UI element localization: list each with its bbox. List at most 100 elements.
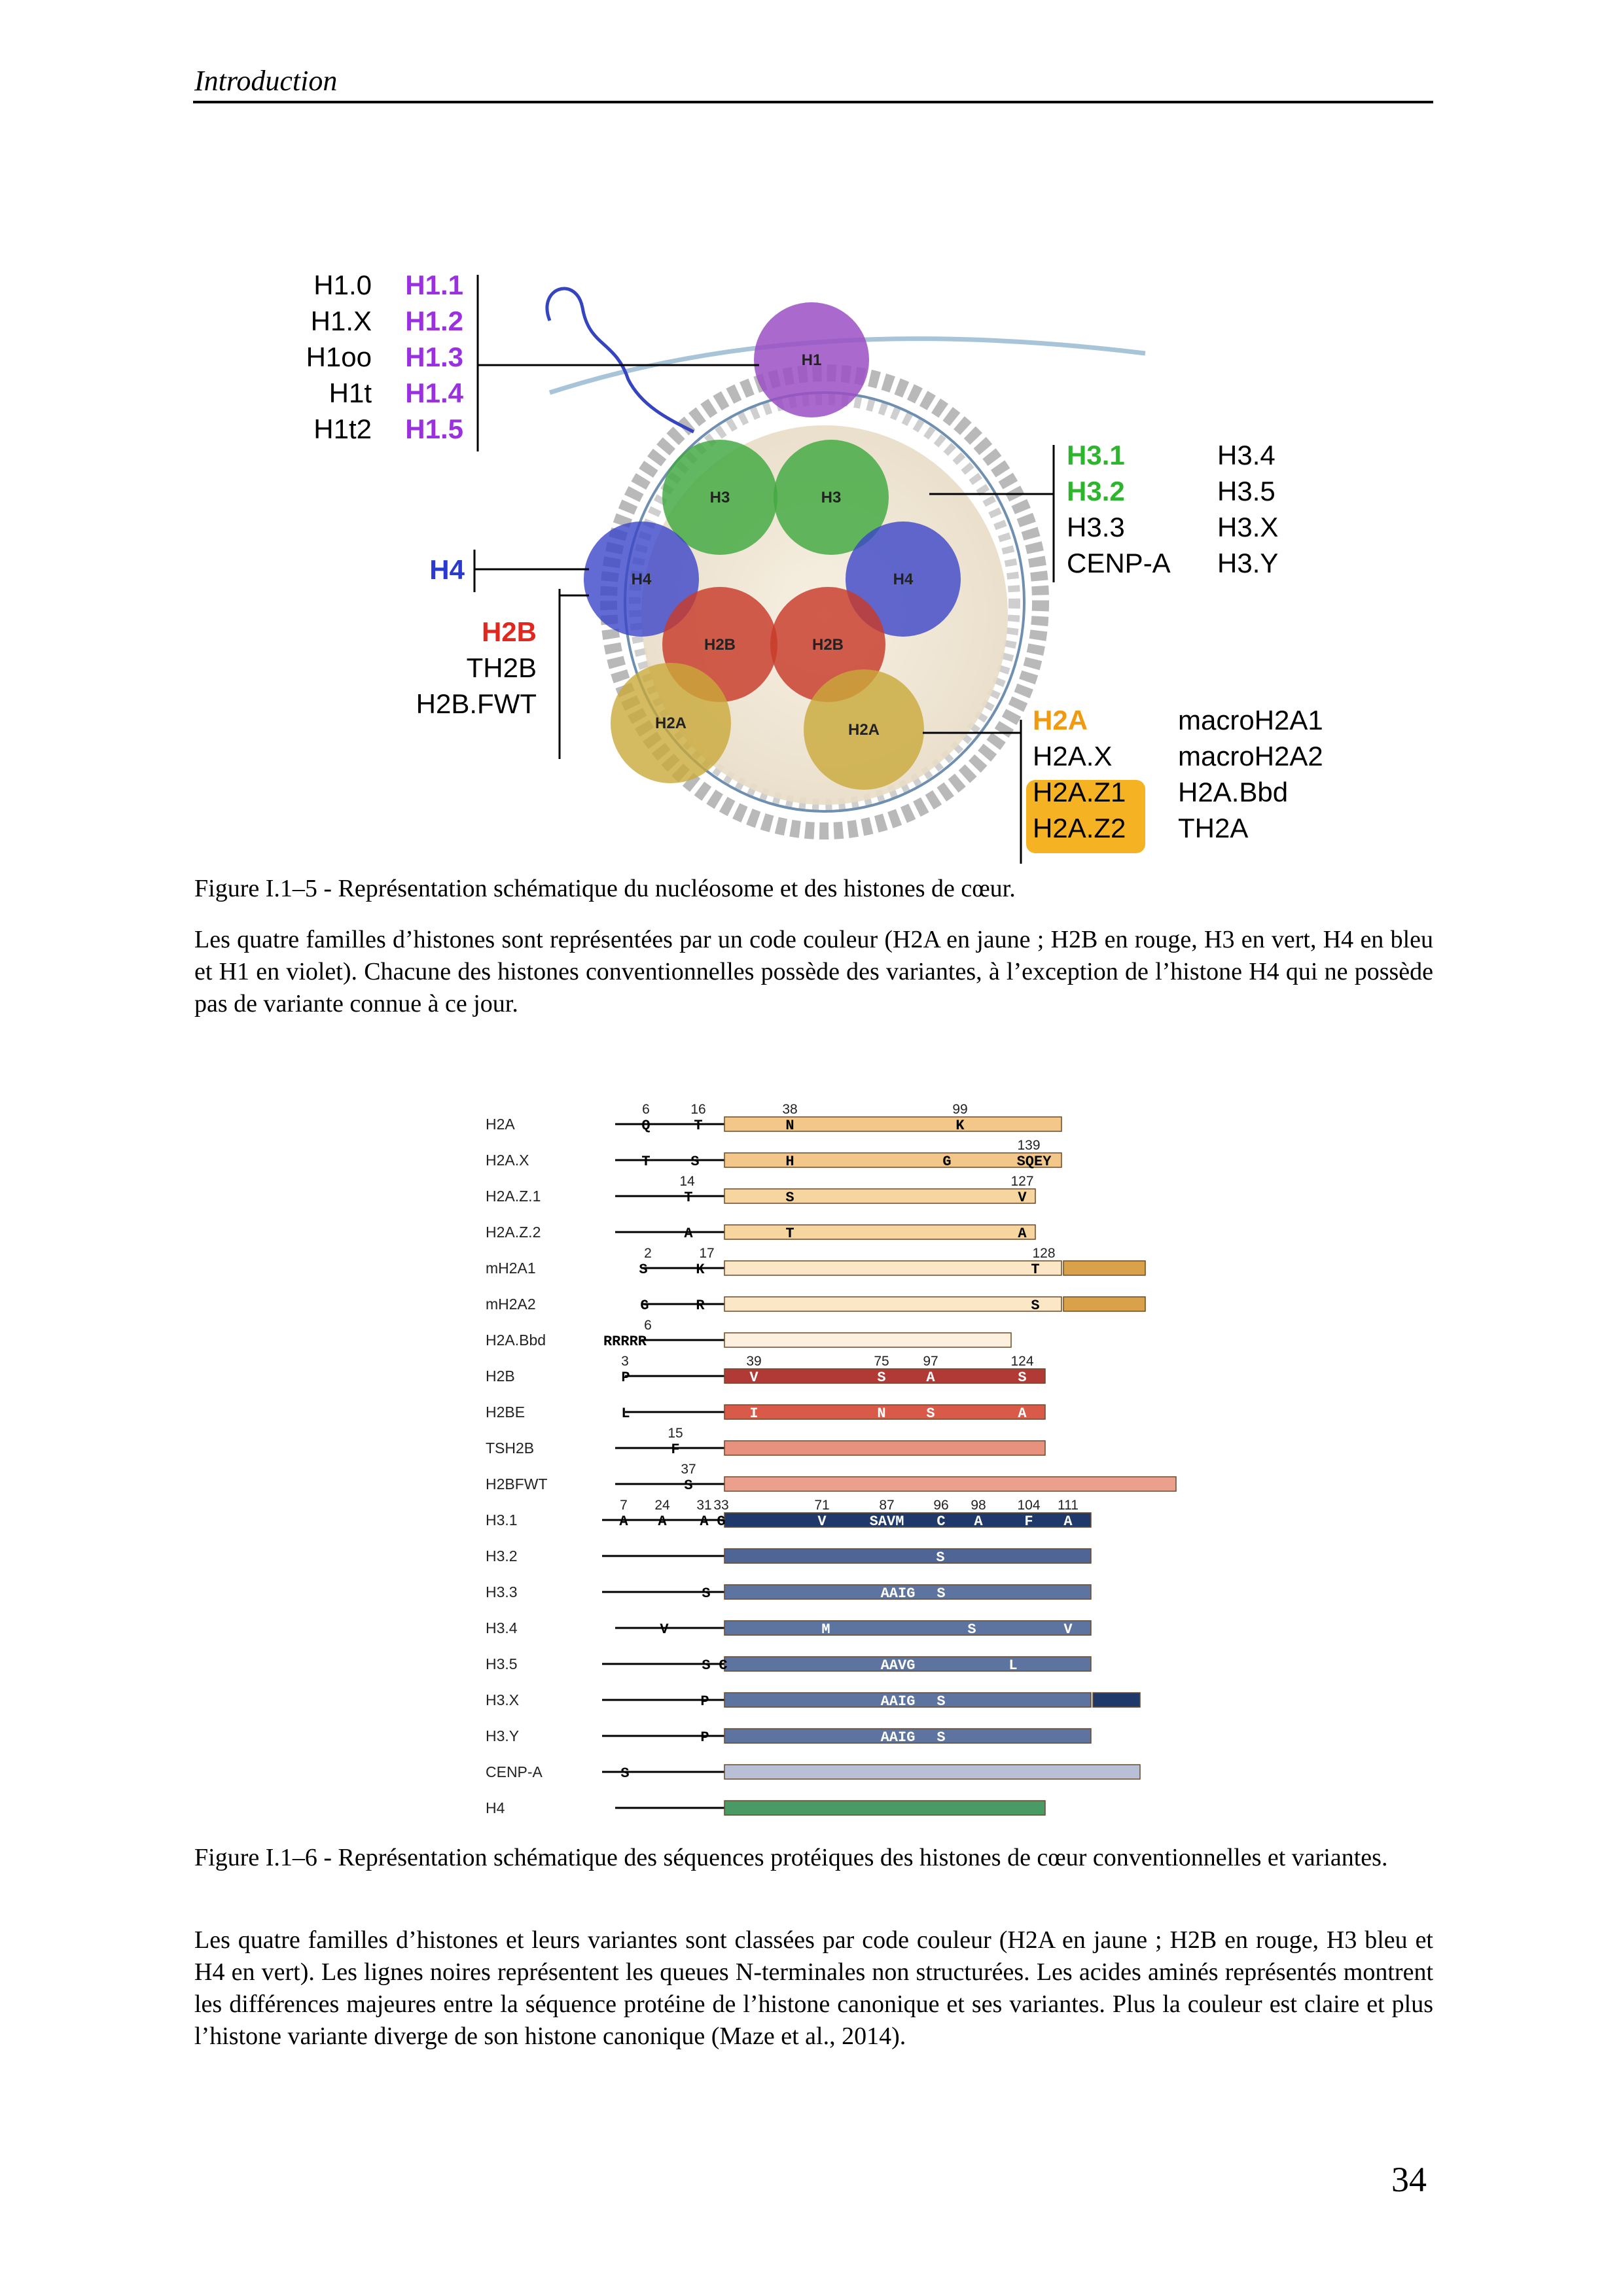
residue-h2a-1: T <box>694 1118 702 1134</box>
h1-variant-t: H1t <box>329 378 372 408</box>
residue-h2b-4: S <box>1018 1369 1026 1386</box>
extra-domain-mh2a1 <box>1063 1260 1146 1276</box>
pos-h2a-16: 16 <box>690 1102 705 1117</box>
residue-h3-5-1: C <box>719 1657 727 1674</box>
residue-h3-5-3: L <box>1008 1657 1017 1674</box>
h2a-variant-macro2: macroH2A2 <box>1178 741 1323 771</box>
residue-h3-1-2: A <box>700 1513 709 1530</box>
residue-h2b-0: P <box>621 1369 630 1386</box>
h2a-sphere-left <box>611 663 731 783</box>
residue-h2be-1: I <box>749 1405 758 1422</box>
residue-h2a-x-1: S <box>690 1154 699 1170</box>
h3-variant-4: H3.4 <box>1217 440 1275 470</box>
row-label-h3-4: H3.4 <box>486 1619 518 1636</box>
residue-h3-3-2: S <box>936 1585 945 1602</box>
h2a-label: H2A <box>1033 705 1088 735</box>
row-label-h2bfwt: H2BFWT <box>486 1475 548 1492</box>
h2a-sphere-right-label: H2A <box>848 721 880 739</box>
h3-variant-y: H3.Y <box>1217 548 1278 578</box>
nucleosome-figure: H1 H3 H3 H4 H4 H2B H2B H2A H2A H1.0 H1.X… <box>306 270 1323 864</box>
pos-h31-96: 96 <box>933 1498 948 1513</box>
residue-h2a-2: N <box>785 1118 794 1134</box>
residue-h3-x-1: AAIG <box>881 1693 916 1710</box>
core-bar-h3-x <box>724 1692 1092 1708</box>
residue-h3-4-3: V <box>1063 1621 1073 1638</box>
residue-h2a-x-2: H <box>785 1154 794 1170</box>
residue-h3-4-1: M <box>821 1621 830 1638</box>
pos-h31-24: 24 <box>654 1498 670 1513</box>
residue-h2be-0: L <box>621 1405 630 1422</box>
pos-h31-7: 7 <box>620 1498 628 1513</box>
pos-h31-31: 31 <box>696 1498 711 1513</box>
h4-sphere-right <box>846 521 961 637</box>
h1-tail <box>545 287 695 434</box>
sequence-figure: H2A Q T N K H2A.X T S H G SQEY H2A.Z.1 T S V H2A.Z.2 A T A… <box>486 1102 1177 1816</box>
residue-h3-1-4: V <box>817 1513 827 1530</box>
residue-h3-1-1: A <box>658 1513 667 1530</box>
residue-h2a-z-2-0: A <box>684 1226 693 1242</box>
residue-h2b-1: V <box>749 1369 758 1386</box>
core-bar-h2a-bbd <box>724 1332 1012 1348</box>
h2a-sphere-left-label: H2A <box>655 715 687 732</box>
residue-h2a-x-3: G <box>942 1154 951 1170</box>
row-label-h3-y: H3.Y <box>486 1727 519 1744</box>
h4-sphere-left <box>584 521 699 637</box>
pos-h2b-39: 39 <box>746 1354 761 1369</box>
h3-sphere-left <box>662 440 777 555</box>
residue-h3-1-9: A <box>1063 1513 1073 1530</box>
h2a-sphere-right <box>804 669 924 790</box>
h1-variant-1: H1.1 <box>405 270 463 300</box>
core-bar-h2be <box>724 1404 1046 1420</box>
residue-h2a-z-2-1: T <box>785 1226 794 1242</box>
pos-h2ax-139: 139 <box>1017 1138 1040 1153</box>
h2b-sphere-left-label: H2B <box>704 636 736 654</box>
pos-h31-33: 33 <box>713 1498 728 1513</box>
residue-h2a-bbd-0: RRRRR <box>603 1333 647 1350</box>
residue-h2a-x-0: T <box>641 1154 650 1170</box>
residue-h2be-4: A <box>1018 1405 1027 1422</box>
core-bar-h3-1 <box>724 1512 1092 1528</box>
pos-h31-87: 87 <box>879 1498 894 1513</box>
residue-h3-4-0: V <box>660 1621 669 1638</box>
core-bar-h2a-x <box>724 1152 1062 1168</box>
residue-h3-x-2: S <box>936 1693 945 1710</box>
residue-h3-3-0: S <box>702 1585 710 1602</box>
residue-mh2a2-0: G <box>640 1298 649 1314</box>
row-label-mh2a2: mH2A2 <box>486 1296 536 1313</box>
h1-variant-2: H1.2 <box>405 306 463 336</box>
pos-h2a-6: 6 <box>642 1102 650 1117</box>
row-label-h2be: H2BE <box>486 1404 525 1421</box>
row-label-h3-x: H3.X <box>486 1691 519 1708</box>
h2a-variant-z1: H2A.Z1 <box>1033 777 1126 807</box>
h1-sphere-label: H1 <box>802 351 822 369</box>
h3-variant-x: H3.X <box>1217 512 1278 542</box>
pos-h2b-124: 124 <box>1010 1354 1033 1369</box>
core-bar-h3-y <box>724 1728 1092 1744</box>
h2az-highlight <box>1026 780 1145 853</box>
pos-tsh2b-15: 15 <box>668 1426 683 1441</box>
h1-variant-0: H1.0 <box>313 270 372 300</box>
pos-h2b-3: 3 <box>621 1354 629 1369</box>
pos-h2a-99: 99 <box>952 1102 967 1117</box>
h3-variant-5: H3.5 <box>1217 476 1275 506</box>
h4-sphere-right-label: H4 <box>893 571 914 588</box>
pos-h2a-38: 38 <box>782 1102 797 1117</box>
core-bar-tsh2b <box>724 1440 1046 1456</box>
residue-h3-5-0: S <box>702 1657 710 1674</box>
residue-cenp-a-0: S <box>620 1765 629 1782</box>
h2b-variant-fwt: H2B.FWT <box>416 688 537 719</box>
residue-mh2a1-2: T <box>1031 1262 1039 1278</box>
h2b-label: H2B <box>482 616 537 647</box>
h3-variant-cenpa: CENP-A <box>1067 548 1171 578</box>
residue-h3-y-1: AAIG <box>881 1729 916 1746</box>
core-bar-h2a <box>724 1116 1062 1132</box>
core-bar-mh2a2 <box>724 1296 1062 1312</box>
header-rule <box>193 101 1433 103</box>
residue-h3-5-2: AAVG <box>881 1657 916 1674</box>
h2b-sphere-right-label: H2B <box>812 636 844 654</box>
h2a-variant-x: H2A.X <box>1033 741 1112 771</box>
figure5-text: Les quatre familles d’histones sont repr… <box>194 926 1433 1017</box>
residue-tsh2b-0: F <box>671 1441 679 1458</box>
residue-h3-1-7: A <box>974 1513 983 1530</box>
h1-variant-t2: H1t2 <box>313 414 372 444</box>
